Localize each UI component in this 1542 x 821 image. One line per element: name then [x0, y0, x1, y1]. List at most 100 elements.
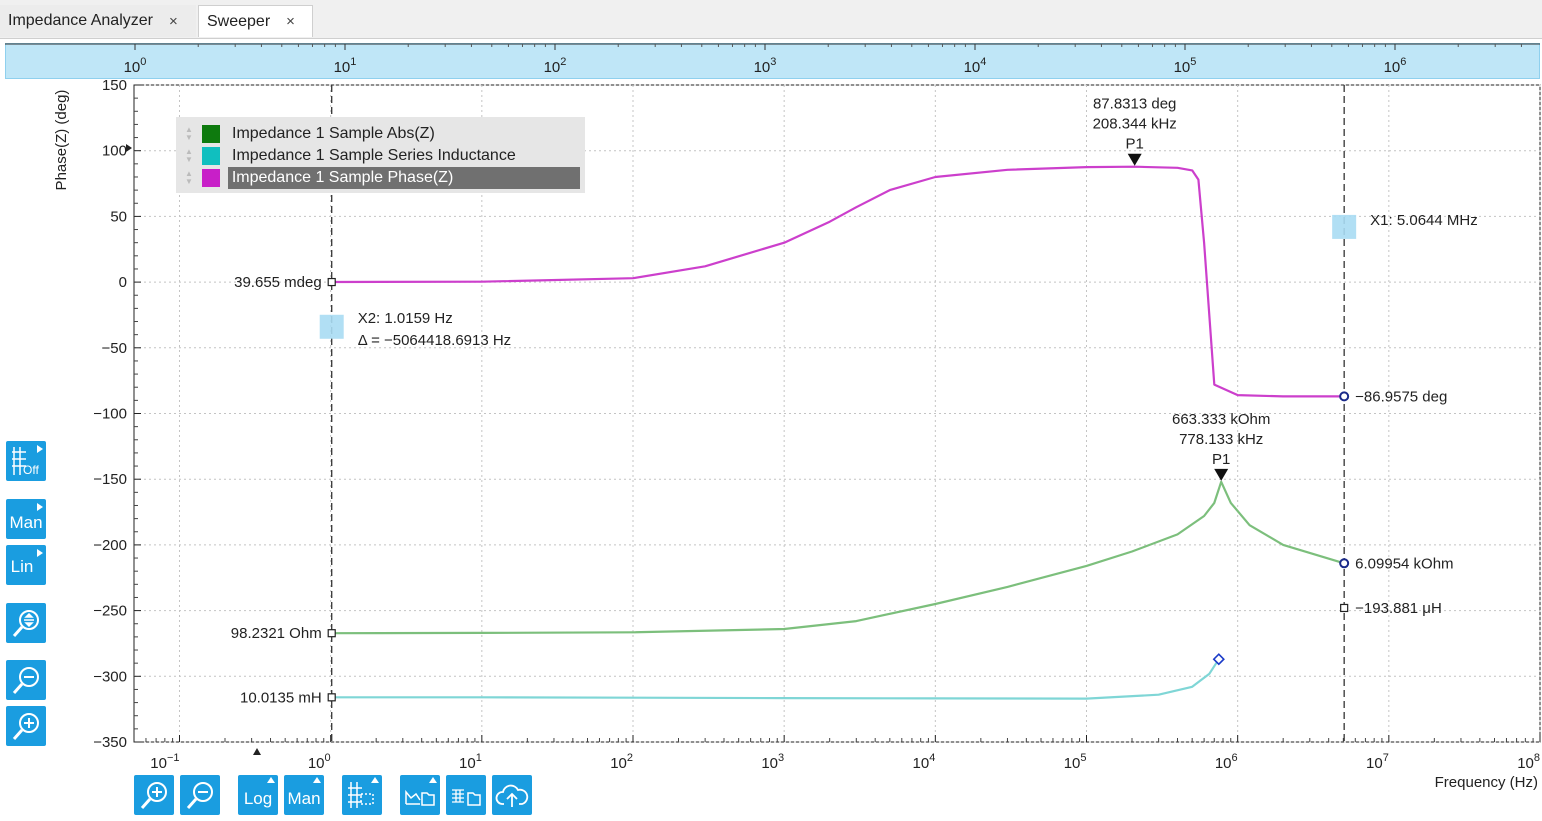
tab-label: Impedance Analyzer [8, 12, 153, 29]
cursor-value-marker [327, 277, 336, 287]
peak-value-label: 87.8313 deg [1093, 96, 1176, 113]
y-range-mode-button[interactable]: Man [6, 499, 46, 539]
y-tick-label: −250 [93, 603, 127, 620]
save-graph-icon [405, 789, 435, 806]
tab-bar: Impedance Analyzer × Sweeper × [0, 0, 1542, 39]
overview-tick-label: 105 [1174, 56, 1197, 76]
y-tick-label: −50 [102, 340, 127, 357]
y-tick-label: −200 [93, 537, 127, 554]
x-range-mode-label: Man [287, 789, 321, 808]
cursor-delta-label: Δ = −5064418.6913 Hz [358, 332, 511, 349]
grid-off-label: Off [23, 463, 39, 477]
cursor-x2-handle[interactable] [319, 314, 344, 339]
overview-axis: 100 101 102 103 104 105 106 [5, 43, 1540, 76]
x-scale-label: Log [243, 789, 273, 808]
overview-tick-label: 102 [544, 56, 567, 76]
overview-tick-label: 100 [124, 56, 147, 76]
legend-item-phase-z[interactable]: ▲ ▼ Impedance 1 Sample Phase(Z) [182, 167, 580, 189]
y-tick-label: 150 [102, 77, 127, 94]
y-scale-button[interactable]: Lin [6, 545, 46, 585]
y-tick-label: 0 [119, 274, 127, 291]
save-data-button[interactable] [446, 775, 486, 815]
y-zoom-out-button[interactable] [6, 660, 46, 700]
cursor-value-marker [1339, 391, 1350, 402]
grid-select-button[interactable] [342, 775, 382, 815]
x-tick-label: 107 [1366, 752, 1389, 772]
peak-freq-label: 208.344 kHz [1093, 116, 1177, 133]
legend-swatch [201, 169, 220, 187]
tab-label: Sweeper [207, 12, 271, 30]
dropdown-arrow-icon [313, 777, 321, 783]
x-zoom-in-button[interactable] [134, 775, 174, 815]
y-tick-label: −350 [93, 734, 127, 751]
series-line[interactable] [331, 480, 1345, 635]
y-range-mode-label: Man [9, 513, 43, 532]
cloud-upload-button[interactable] [492, 775, 532, 815]
x-tick-label: 103 [761, 752, 784, 772]
legend: ▲ ▼ Impedance 1 Sample Abs(Z) ▲ ▼ Impedanc… [176, 117, 585, 193]
dropdown-arrow-icon [267, 777, 275, 783]
cursor-value-marker [327, 629, 336, 638]
overview-tick-label: 103 [754, 56, 777, 76]
cursor-value-marker [1340, 603, 1349, 613]
cursor-value-label: 39.655 mdeg [234, 274, 322, 291]
reorder-arrows-icon[interactable]: ▲ ▼ [185, 169, 193, 186]
x-tick-label: 104 [913, 752, 936, 772]
series-line[interactable] [331, 165, 1345, 398]
overview-tick-label: 104 [964, 56, 987, 76]
legend-item-abs-z[interactable]: ▲ ▼ Impedance 1 Sample Abs(Z) [182, 123, 580, 145]
zoom-in-icon [140, 782, 167, 809]
tab-impedance-analyzer[interactable]: Impedance Analyzer × [0, 5, 196, 37]
dropdown-arrow-icon [371, 777, 379, 783]
cursor-value-label: 98.2321 Ohm [231, 625, 322, 642]
cursor-x1-label: X1: 5.0644 MHz [1370, 212, 1478, 229]
cursor-value-label: −86.9575 deg [1355, 388, 1447, 405]
overview-tick-label: 101 [334, 56, 357, 76]
y-zoom-in-button[interactable] [6, 706, 46, 746]
x-tick-label: 102 [610, 752, 633, 772]
dropdown-arrow-icon [37, 445, 43, 453]
y-zoom-fit-button[interactable] [6, 603, 46, 643]
dropdown-arrow-icon [37, 503, 43, 511]
zoom-out-icon [12, 667, 39, 694]
y-axis-label: Phase(Z) (deg) [53, 90, 70, 191]
x-tick-label: 101 [459, 752, 482, 772]
peak-marker-icon[interactable] [1127, 153, 1142, 166]
x-tick-label: 100 [308, 752, 331, 772]
peak-name-label: P1 [1126, 136, 1144, 153]
cursor-x2-label: X2: 1.0159 Hz [358, 310, 453, 327]
reorder-arrows-icon[interactable]: ▲ ▼ [185, 125, 193, 142]
x-tick-label: 108 [1517, 752, 1540, 772]
legend-swatch [202, 125, 220, 143]
legend-label: Impedance 1 Sample Series Inductance [232, 147, 516, 164]
grid-off-button[interactable]: Off [6, 441, 46, 481]
cursor-value-marker [327, 693, 336, 702]
x-range-mode-button[interactable]: Man [284, 775, 324, 815]
reorder-arrows-icon[interactable]: ▲ ▼ [185, 147, 193, 164]
cursor-value-label: 10.0135 mH [240, 689, 322, 706]
x-axis-label: Frequency (Hz) [1435, 774, 1538, 791]
y-scale-label: Lin [10, 557, 34, 576]
peak-freq-label: 778.133 kHz [1179, 431, 1263, 448]
y-tick-label: 50 [110, 208, 127, 225]
y-tick-label: 100 [102, 143, 127, 160]
zoom-out-icon [186, 782, 213, 809]
legend-item-series-inductance[interactable]: ▲ ▼ Impedance 1 Sample Series Inductance [182, 145, 580, 167]
legend-label: Impedance 1 Sample Phase(Z) [227, 167, 580, 189]
close-icon[interactable]: × [168, 12, 178, 30]
peak-marker-icon[interactable] [1214, 468, 1229, 481]
cursor-x1-handle[interactable] [1332, 214, 1357, 239]
save-graph-button[interactable] [400, 775, 440, 815]
x-scale-button[interactable]: Log [238, 775, 278, 815]
cursor-value-label: −193.881 μH [1355, 600, 1442, 617]
y-tick-label: −300 [93, 668, 127, 685]
tab-sweeper[interactable]: Sweeper × [198, 5, 313, 37]
series-end-marker [1212, 653, 1225, 666]
grid-select-icon [348, 782, 374, 808]
x-axis-pointer-icon [253, 748, 261, 755]
x-zoom-out-button[interactable] [180, 775, 220, 815]
series-line[interactable] [331, 658, 1220, 700]
zoom-fit-icon [12, 610, 39, 637]
close-icon[interactable]: × [286, 13, 295, 30]
